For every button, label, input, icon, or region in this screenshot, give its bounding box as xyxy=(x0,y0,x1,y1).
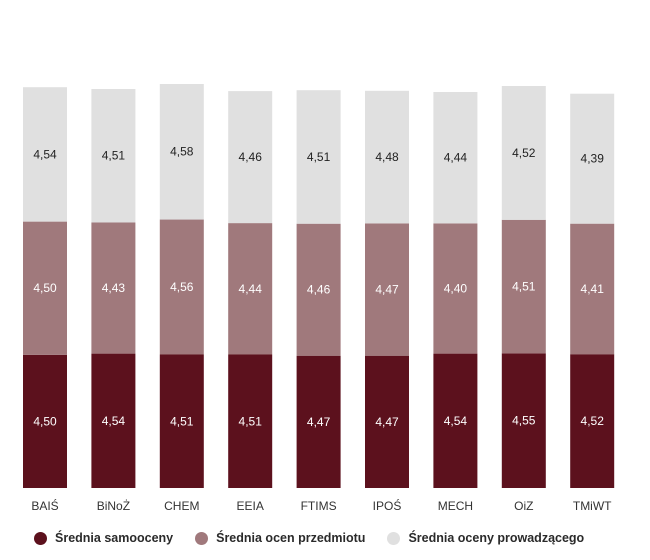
data-label-2-8: 4,39 xyxy=(581,152,605,166)
legend-marker-1 xyxy=(195,531,209,545)
data-label-0-6: 4,54 xyxy=(444,414,468,428)
category-label-3: EEIA xyxy=(237,499,264,513)
bar-segment-1-0 xyxy=(23,221,67,355)
data-label-0-5: 4,47 xyxy=(375,415,399,429)
bar-segment-1-7 xyxy=(501,219,546,354)
bar-segment-2-7 xyxy=(501,86,546,220)
legend: Średnia samooceny Średnia ocen przedmiotu… xyxy=(34,531,606,545)
data-label-0-4: 4,47 xyxy=(307,415,331,429)
data-label-1-5: 4,47 xyxy=(375,283,399,297)
legend-label-2: Średnia oceny prowadzącego xyxy=(408,531,585,545)
bar-segment-1-3 xyxy=(228,223,273,355)
data-label-1-3: 4,44 xyxy=(239,282,263,296)
bar-segment-1-1 xyxy=(91,222,136,354)
bar-segment-0-8 xyxy=(570,354,615,488)
data-label-1-4: 4,46 xyxy=(307,283,331,297)
bar-segment-2-4 xyxy=(296,90,341,224)
data-label-2-7: 4,52 xyxy=(512,146,536,160)
data-label-0-8: 4,52 xyxy=(581,414,605,428)
category-label-6: MECH xyxy=(438,499,473,513)
bar-segment-0-1 xyxy=(91,353,136,488)
data-label-0-3: 4,51 xyxy=(239,414,263,428)
data-label-2-6: 4,44 xyxy=(444,151,468,165)
category-label-8: TMiWT xyxy=(573,499,612,513)
category-label-0: BAIŚ xyxy=(31,498,58,513)
data-label-0-1: 4,54 xyxy=(102,414,126,428)
data-label-2-1: 4,51 xyxy=(102,149,126,163)
bar-segment-0-0 xyxy=(23,354,67,488)
bar-segment-0-6 xyxy=(433,353,478,488)
data-label-1-2: 4,56 xyxy=(170,280,194,294)
legend-item-1: Średnia ocen przedmiotu xyxy=(195,531,365,545)
data-label-1-1: 4,43 xyxy=(102,281,126,295)
bar-segment-0-4 xyxy=(296,355,341,488)
category-label-2: CHEM xyxy=(164,499,199,513)
bar-segment-0-5 xyxy=(365,355,409,488)
bar-segment-0-3 xyxy=(228,354,273,488)
data-label-2-3: 4,46 xyxy=(239,150,263,164)
bar-segment-2-5 xyxy=(365,90,409,224)
legend-label-0: Średnia samooceny xyxy=(55,531,174,545)
bar-segment-1-2 xyxy=(159,219,204,355)
bar-segment-2-6 xyxy=(433,92,478,224)
data-label-0-7: 4,55 xyxy=(512,414,536,428)
bar-segment-1-5 xyxy=(365,223,409,356)
bar-segment-2-0 xyxy=(23,87,67,222)
data-label-1-7: 4,51 xyxy=(512,280,536,294)
category-label-7: OiZ xyxy=(514,499,533,513)
data-label-1-8: 4,41 xyxy=(581,282,605,296)
data-label-2-0: 4,54 xyxy=(33,147,57,161)
data-label-0-0: 4,50 xyxy=(33,414,57,428)
bar-segment-1-8 xyxy=(570,223,615,355)
bar-segment-1-6 xyxy=(433,223,478,354)
legend-marker-0 xyxy=(34,531,47,545)
bar-segment-2-1 xyxy=(91,89,136,223)
data-label-2-2: 4,58 xyxy=(170,145,194,159)
data-label-2-4: 4,51 xyxy=(307,150,331,164)
category-label-4: FTIMS xyxy=(301,499,337,513)
bar-segment-2-8 xyxy=(570,93,615,224)
data-label-1-6: 4,40 xyxy=(444,282,468,296)
bar-segment-1-4 xyxy=(296,223,341,356)
bar-segment-0-2 xyxy=(159,354,204,488)
legend-label-1: Średnia ocen przedmiotu xyxy=(216,531,366,545)
legend-item-2: Średnia oceny prowadzącego xyxy=(387,531,584,545)
legend-marker-2 xyxy=(387,531,401,545)
category-label-1: BiNoŻ xyxy=(97,499,130,513)
data-label-2-5: 4,48 xyxy=(375,150,399,164)
bar-segment-0-7 xyxy=(501,353,546,488)
data-label-0-2: 4,51 xyxy=(170,414,194,428)
data-label-1-0: 4,50 xyxy=(33,281,57,295)
bar-segment-2-2 xyxy=(159,84,204,220)
legend-item-0: Średnia samooceny xyxy=(34,531,173,545)
bar-segment-2-3 xyxy=(228,91,273,224)
category-label-5: IPOŚ xyxy=(373,498,402,513)
